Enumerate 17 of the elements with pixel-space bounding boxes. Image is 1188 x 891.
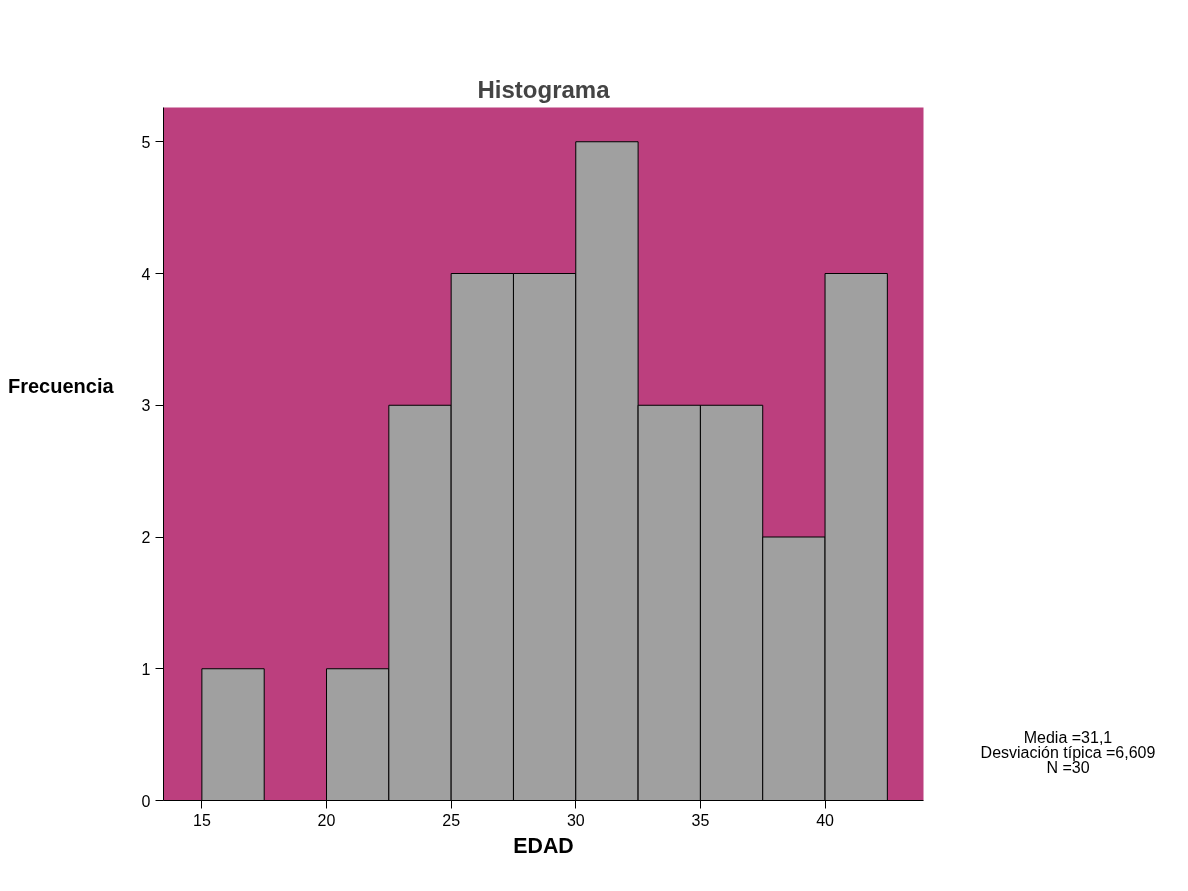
x-axis-title: EDAD bbox=[513, 833, 574, 858]
x-tick-label: 30 bbox=[566, 811, 585, 829]
chart-title: Histograma bbox=[477, 75, 611, 103]
y-tick-label: 3 bbox=[141, 397, 151, 415]
y-axis-title: Frecuencia bbox=[8, 374, 114, 399]
y-tick-label: 5 bbox=[141, 133, 151, 151]
text: Media =31,1 bbox=[1023, 729, 1113, 746]
y-tick-label: 1 bbox=[141, 660, 151, 678]
text: Desviación típica =6,609 bbox=[980, 744, 1156, 761]
y-tick-label: 0 bbox=[141, 792, 151, 810]
x-tick-label: 40 bbox=[816, 811, 835, 829]
x-tick-label: 35 bbox=[691, 811, 710, 829]
y-tick-label: 2 bbox=[141, 529, 151, 546]
x-tick-label: 20 bbox=[317, 811, 336, 829]
x-tick-label: 25 bbox=[442, 811, 461, 829]
y-tick-label: 4 bbox=[141, 265, 151, 283]
x-tick-label: 15 bbox=[192, 811, 211, 829]
